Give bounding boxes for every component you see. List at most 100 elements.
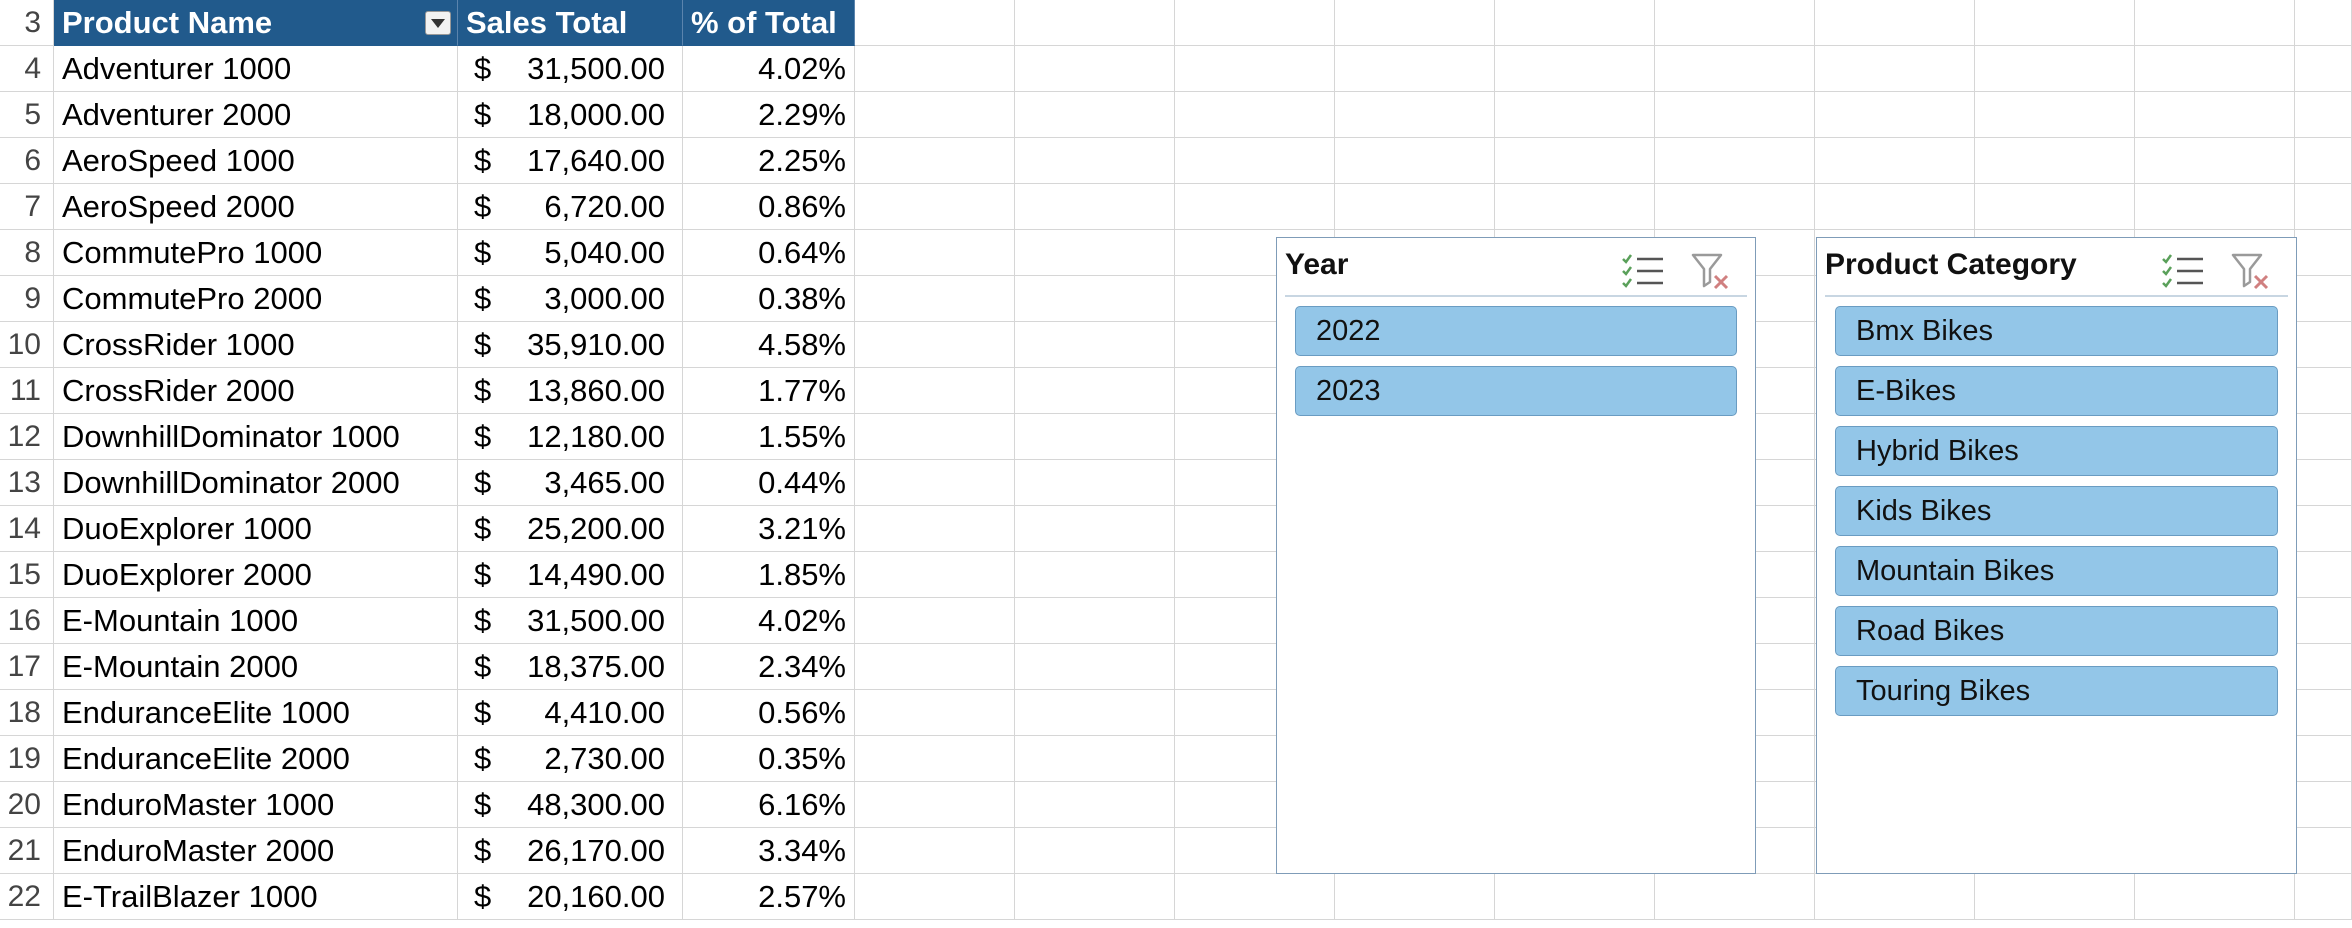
sales-total-cell[interactable]: $25,200.00 [458,506,683,552]
product-name-cell[interactable]: AeroSpeed 2000 [54,184,458,230]
percent-total-cell[interactable]: 4.02% [683,598,855,644]
empty-cell[interactable] [1655,0,1815,46]
sales-total-cell[interactable]: $6,720.00 [458,184,683,230]
empty-cell[interactable] [1175,874,1335,920]
row-number[interactable]: 20 [0,782,54,828]
row-number[interactable]: 14 [0,506,54,552]
product-name-cell[interactable]: CrossRider 2000 [54,368,458,414]
header-product-name[interactable]: Product Name [54,0,458,46]
empty-cell[interactable] [2295,598,2352,644]
empty-cell[interactable] [1655,138,1815,184]
product-name-cell[interactable]: E-Mountain 2000 [54,644,458,690]
empty-cell[interactable] [855,0,1015,46]
product-name-cell[interactable]: CommutePro 2000 [54,276,458,322]
empty-cell[interactable] [1015,644,1175,690]
product-name-cell[interactable]: EnduroMaster 1000 [54,782,458,828]
empty-cell[interactable] [2295,736,2352,782]
row-number[interactable]: 18 [0,690,54,736]
sales-total-cell[interactable]: $20,160.00 [458,874,683,920]
percent-total-cell[interactable]: 2.34% [683,644,855,690]
slicer-item[interactable]: 2022 [1295,306,1737,356]
clear-filter-icon[interactable] [2231,252,2271,290]
sales-total-cell[interactable]: $2,730.00 [458,736,683,782]
product-name-cell[interactable]: DuoExplorer 2000 [54,552,458,598]
slicer-item[interactable]: Touring Bikes [1835,666,2278,716]
row-number[interactable]: 12 [0,414,54,460]
empty-cell[interactable] [1015,184,1175,230]
empty-cell[interactable] [2295,644,2352,690]
empty-cell[interactable] [1335,46,1495,92]
empty-cell[interactable] [1015,552,1175,598]
empty-cell[interactable] [1655,92,1815,138]
empty-cell[interactable] [1495,0,1655,46]
percent-total-cell[interactable]: 2.25% [683,138,855,184]
empty-cell[interactable] [1015,368,1175,414]
percent-total-cell[interactable]: 3.34% [683,828,855,874]
row-number[interactable]: 8 [0,230,54,276]
empty-cell[interactable] [855,736,1015,782]
empty-cell[interactable] [855,92,1015,138]
empty-cell[interactable] [2295,690,2352,736]
row-number[interactable]: 7 [0,184,54,230]
row-number[interactable]: 16 [0,598,54,644]
sales-total-cell[interactable]: $35,910.00 [458,322,683,368]
empty-cell[interactable] [2135,184,2295,230]
row-number[interactable]: 21 [0,828,54,874]
empty-cell[interactable] [1015,0,1175,46]
empty-cell[interactable] [1655,46,1815,92]
empty-cell[interactable] [855,368,1015,414]
slicer-item[interactable]: 2023 [1295,366,1737,416]
clear-filter-icon[interactable] [1691,252,1731,290]
empty-cell[interactable] [855,828,1015,874]
empty-cell[interactable] [855,322,1015,368]
slicer-item[interactable]: Hybrid Bikes [1835,426,2278,476]
sales-total-cell[interactable]: $14,490.00 [458,552,683,598]
empty-cell[interactable] [1335,0,1495,46]
empty-cell[interactable] [2135,46,2295,92]
slicer-item[interactable]: Bmx Bikes [1835,306,2278,356]
percent-total-cell[interactable]: 2.57% [683,874,855,920]
empty-cell[interactable] [2135,92,2295,138]
empty-cell[interactable] [2295,46,2352,92]
empty-cell[interactable] [1815,184,1975,230]
percent-total-cell[interactable]: 0.35% [683,736,855,782]
header-sales-total[interactable]: Sales Total [458,0,683,46]
empty-cell[interactable] [1975,874,2135,920]
product-name-cell[interactable]: DuoExplorer 1000 [54,506,458,552]
percent-total-cell[interactable]: 0.86% [683,184,855,230]
sales-total-cell[interactable]: $18,375.00 [458,644,683,690]
empty-cell[interactable] [2135,0,2295,46]
empty-cell[interactable] [1495,46,1655,92]
sales-total-cell[interactable]: $3,465.00 [458,460,683,506]
empty-cell[interactable] [1015,414,1175,460]
product-name-cell[interactable]: E-TrailBlazer 1000 [54,874,458,920]
product-name-cell[interactable]: E-Mountain 1000 [54,598,458,644]
sales-total-cell[interactable]: $13,860.00 [458,368,683,414]
empty-cell[interactable] [1815,138,1975,184]
empty-cell[interactable] [2295,874,2352,920]
empty-cell[interactable] [2295,92,2352,138]
sales-total-cell[interactable]: $4,410.00 [458,690,683,736]
empty-cell[interactable] [1975,138,2135,184]
empty-cell[interactable] [855,276,1015,322]
slicer-item[interactable]: Kids Bikes [1835,486,2278,536]
empty-cell[interactable] [2295,368,2352,414]
percent-total-cell[interactable]: 1.55% [683,414,855,460]
empty-cell[interactable] [1175,92,1335,138]
percent-total-cell[interactable]: 0.64% [683,230,855,276]
empty-cell[interactable] [1015,92,1175,138]
empty-cell[interactable] [1015,138,1175,184]
percent-total-cell[interactable]: 3.21% [683,506,855,552]
empty-cell[interactable] [1655,184,1815,230]
percent-total-cell[interactable]: 6.16% [683,782,855,828]
empty-cell[interactable] [1015,46,1175,92]
empty-cell[interactable] [855,874,1015,920]
empty-cell[interactable] [1015,230,1175,276]
percent-total-cell[interactable]: 1.77% [683,368,855,414]
empty-cell[interactable] [2295,276,2352,322]
sales-total-cell[interactable]: $31,500.00 [458,598,683,644]
empty-cell[interactable] [1495,874,1655,920]
empty-cell[interactable] [1815,92,1975,138]
empty-cell[interactable] [855,552,1015,598]
percent-total-cell[interactable]: 4.02% [683,46,855,92]
